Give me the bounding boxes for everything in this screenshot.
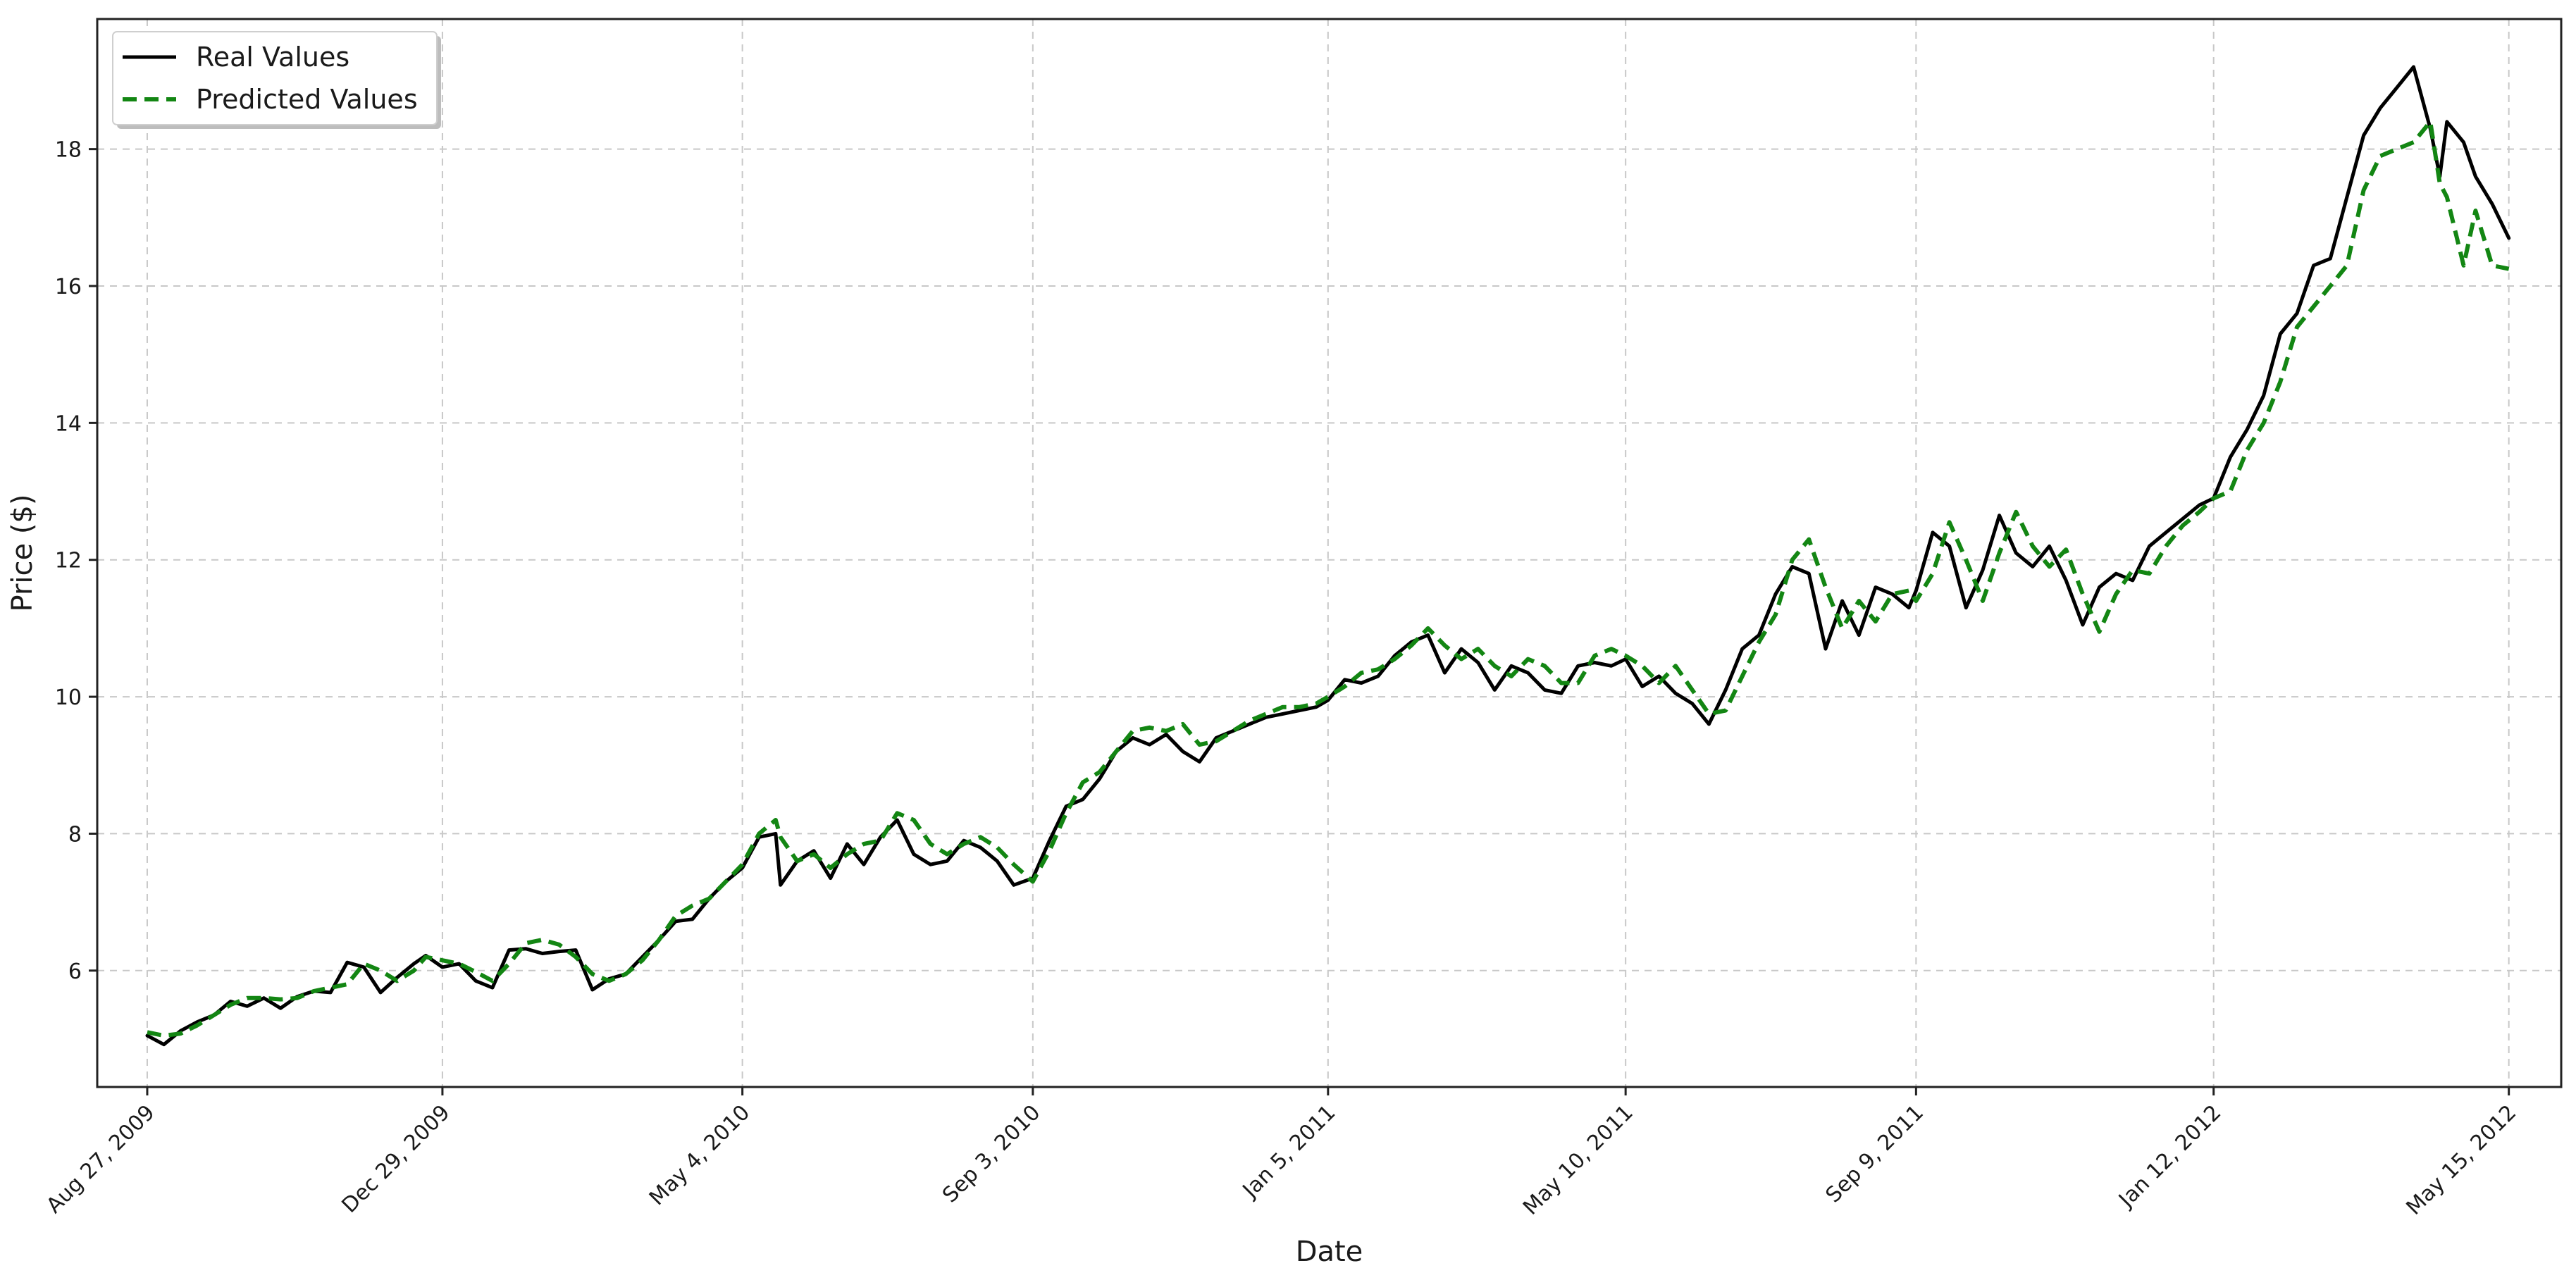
legend-label-predicted-values: Predicted Values bbox=[196, 84, 418, 115]
y-axis-title: Price ($) bbox=[6, 495, 39, 612]
y-tick-label: 18 bbox=[55, 138, 82, 163]
plot-frame bbox=[96, 18, 2563, 1088]
y-tick-label: 10 bbox=[55, 685, 82, 710]
y-tick-label: 8 bbox=[68, 822, 82, 847]
legend-label-real-values: Real Values bbox=[196, 42, 349, 73]
series-line-predicted-values bbox=[147, 119, 2510, 1038]
x-axis-title: Date bbox=[1296, 1236, 1363, 1268]
grid bbox=[97, 19, 2561, 1087]
series-lines bbox=[145, 65, 2511, 1047]
y-tick-label: 6 bbox=[68, 959, 82, 984]
y-tick-label: 14 bbox=[55, 411, 82, 436]
y-tick-label: 16 bbox=[55, 275, 82, 299]
legend: Real Values Predicted Values bbox=[112, 31, 441, 129]
y-axis-ticks: 6 8 10 12 14 16 18 bbox=[55, 138, 97, 984]
legend-box bbox=[112, 31, 438, 125]
y-tick-label: 12 bbox=[55, 549, 82, 573]
